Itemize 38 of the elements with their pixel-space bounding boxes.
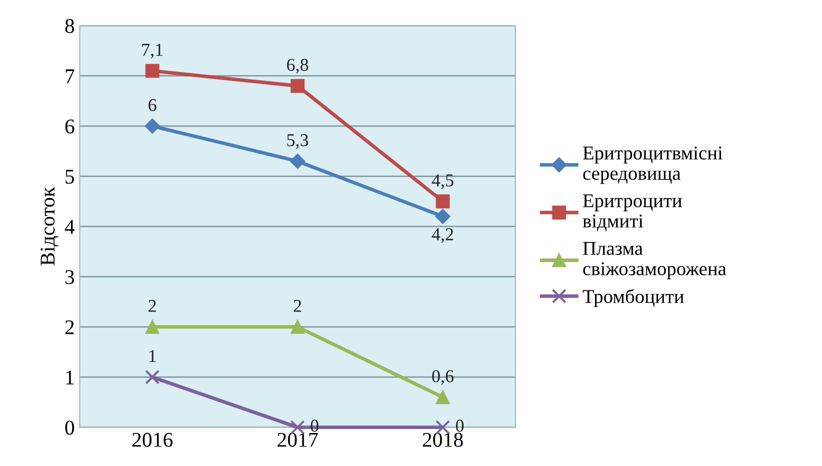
point <box>436 390 450 404</box>
legend-label: Плазма свіжозаморожена <box>583 242 726 280</box>
y-tick-label: 0 <box>65 420 74 435</box>
point <box>144 118 160 134</box>
point <box>145 64 160 78</box>
data-label: 7,1 <box>142 44 163 58</box>
data-label: 6 <box>148 98 156 112</box>
data-label: 0,6 <box>432 370 454 385</box>
point <box>290 154 306 169</box>
x-tick-label: 2016 <box>132 432 173 447</box>
y-tick-label: 8 <box>65 19 74 34</box>
y-tick-label: 3 <box>65 270 74 284</box>
y-tick-label: 2 <box>65 320 74 334</box>
point <box>436 194 450 208</box>
data-label: 0 <box>456 420 464 432</box>
y-tick-label: 7 <box>66 69 74 84</box>
point <box>290 320 305 334</box>
legend-label: Еритроцити відмиті <box>582 194 682 232</box>
legend-label: Еритроцитвмісні середовища <box>583 146 723 184</box>
point <box>145 370 160 384</box>
data-label: 5,3 <box>287 134 308 149</box>
legend-label: Тромбоцити <box>582 288 684 308</box>
x-tick-label: 2017 <box>278 432 318 447</box>
point <box>290 78 305 93</box>
data-label: 2 <box>294 300 302 312</box>
point <box>145 320 160 334</box>
data-label: 4,2 <box>432 228 454 243</box>
data-label: 6,8 <box>287 58 308 74</box>
y-tick-label: 5 <box>66 170 74 184</box>
y-tick-label: 6 <box>65 119 74 134</box>
x-tick-label: 2018 <box>422 432 463 447</box>
point <box>435 208 450 224</box>
y-tick-label: 1 <box>66 370 74 384</box>
data-label: 2 <box>148 300 156 312</box>
y-tick-label: 4 <box>64 220 75 234</box>
data-label: 1 <box>149 350 156 362</box>
y-axis-title: Відсоток <box>40 186 58 266</box>
data-label: 4,5 <box>432 174 454 190</box>
